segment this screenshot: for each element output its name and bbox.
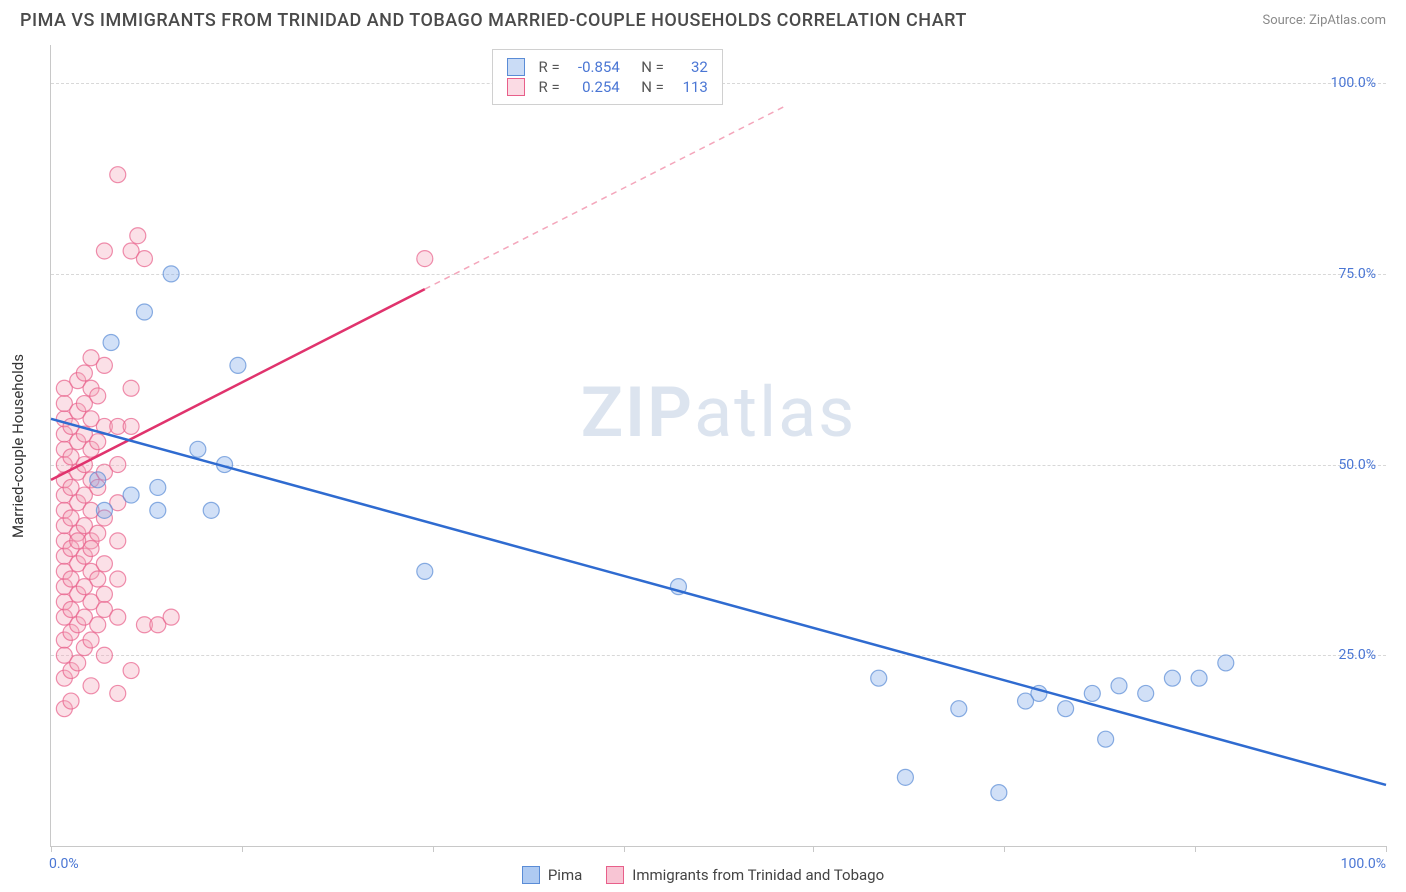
data-point bbox=[1058, 701, 1074, 717]
data-point bbox=[871, 670, 887, 686]
data-point bbox=[90, 525, 106, 541]
data-point bbox=[897, 769, 913, 785]
data-point bbox=[110, 533, 126, 549]
data-point bbox=[417, 251, 433, 267]
data-point bbox=[90, 617, 106, 633]
stat-n-value: 32 bbox=[674, 58, 708, 76]
trend-line bbox=[425, 106, 785, 289]
stats-row: R = -0.854 N = 32 bbox=[507, 58, 708, 76]
data-point bbox=[76, 365, 92, 381]
x-tick bbox=[813, 846, 814, 852]
data-point bbox=[110, 609, 126, 625]
x-tick bbox=[1004, 846, 1005, 852]
series-swatch bbox=[507, 78, 525, 96]
data-point bbox=[123, 487, 139, 503]
source-label: Source: ZipAtlas.com bbox=[1262, 13, 1386, 28]
stat-n-label: N = bbox=[634, 58, 664, 76]
stat-r-value: 0.254 bbox=[570, 78, 620, 96]
data-point bbox=[96, 556, 112, 572]
data-point bbox=[150, 479, 166, 495]
x-tick bbox=[1195, 846, 1196, 852]
data-point bbox=[110, 685, 126, 701]
x-tick bbox=[51, 846, 52, 852]
legend-swatch bbox=[606, 866, 624, 884]
data-point bbox=[96, 357, 112, 373]
data-point bbox=[150, 502, 166, 518]
scatter-plot bbox=[51, 45, 1386, 846]
stats-box: R = -0.854 N = 32 R = 0.254 N = 113 bbox=[492, 49, 723, 105]
data-point bbox=[130, 228, 146, 244]
data-point bbox=[90, 472, 106, 488]
x-tick bbox=[1386, 846, 1387, 852]
legend-swatch bbox=[522, 866, 540, 884]
data-point bbox=[110, 571, 126, 587]
data-point bbox=[103, 335, 119, 351]
data-point bbox=[1164, 670, 1180, 686]
data-point bbox=[230, 357, 246, 373]
data-point bbox=[1084, 685, 1100, 701]
data-point bbox=[96, 586, 112, 602]
legend-item: Pima bbox=[522, 866, 582, 884]
data-point bbox=[90, 388, 106, 404]
data-point bbox=[136, 304, 152, 320]
data-point bbox=[1098, 731, 1114, 747]
data-point bbox=[1191, 670, 1207, 686]
data-point bbox=[63, 693, 79, 709]
data-point bbox=[163, 609, 179, 625]
bottom-legend: Pima Immigrants from Trinidad and Tobago bbox=[0, 866, 1406, 884]
series-swatch bbox=[507, 58, 525, 76]
data-point bbox=[123, 663, 139, 679]
data-point bbox=[203, 502, 219, 518]
x-tick bbox=[624, 846, 625, 852]
data-point bbox=[96, 647, 112, 663]
y-axis-title: Married-couple Households bbox=[9, 354, 27, 538]
chart-title: PIMA VS IMMIGRANTS FROM TRINIDAD AND TOB… bbox=[20, 10, 967, 31]
data-point bbox=[951, 701, 967, 717]
data-point bbox=[190, 441, 206, 457]
stat-r-label: R = bbox=[539, 58, 560, 76]
data-point bbox=[83, 678, 99, 694]
data-point bbox=[991, 785, 1007, 801]
data-point bbox=[123, 380, 139, 396]
legend-label: Immigrants from Trinidad and Tobago bbox=[632, 866, 884, 884]
data-point bbox=[163, 266, 179, 282]
stat-n-value: 113 bbox=[674, 78, 708, 96]
data-point bbox=[136, 251, 152, 267]
data-point bbox=[110, 457, 126, 473]
data-point bbox=[123, 418, 139, 434]
stat-n-label: N = bbox=[634, 78, 664, 96]
legend-item: Immigrants from Trinidad and Tobago bbox=[606, 866, 884, 884]
data-point bbox=[90, 571, 106, 587]
data-point bbox=[96, 502, 112, 518]
stat-r-label: R = bbox=[539, 78, 560, 96]
data-point bbox=[83, 632, 99, 648]
trend-line bbox=[51, 289, 425, 480]
data-point bbox=[110, 167, 126, 183]
x-tick bbox=[433, 846, 434, 852]
x-tick bbox=[242, 846, 243, 852]
data-point bbox=[70, 655, 86, 671]
data-point bbox=[1138, 685, 1154, 701]
stats-row: R = 0.254 N = 113 bbox=[507, 78, 708, 96]
data-point bbox=[417, 563, 433, 579]
legend-label: Pima bbox=[548, 866, 582, 884]
stat-r-value: -0.854 bbox=[570, 58, 620, 76]
data-point bbox=[1218, 655, 1234, 671]
data-point bbox=[1111, 678, 1127, 694]
data-point bbox=[90, 434, 106, 450]
trend-line bbox=[51, 419, 1386, 785]
data-point bbox=[83, 540, 99, 556]
data-point bbox=[96, 243, 112, 259]
chart-area: 25.0%50.0%75.0%100.0% ZIPatlas R =-0.854… bbox=[50, 45, 1386, 847]
